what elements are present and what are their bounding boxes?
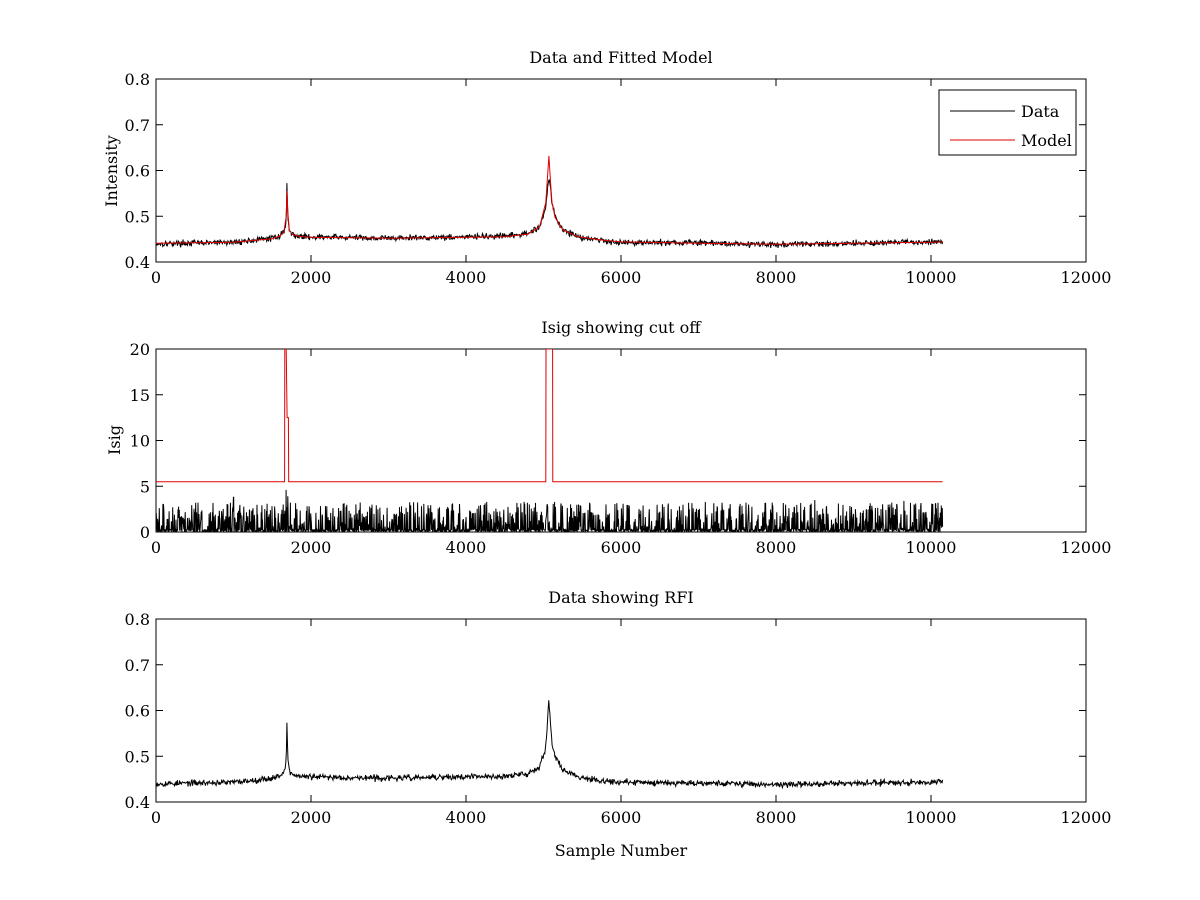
- y-tick-label: 0: [140, 523, 150, 542]
- y-tick-label: 0.8: [125, 610, 150, 629]
- series-line-cut-off: [156, 349, 943, 483]
- x-tick-label: 12000: [1061, 268, 1112, 287]
- panel-3: Data showing RFI Sample Number 0 2000 4000…: [125, 588, 1112, 860]
- panel-1-title: Data and Fitted Model: [529, 48, 712, 67]
- y-tick-label: 20: [130, 340, 150, 359]
- legend-box: [938, 89, 1077, 156]
- x-tick-label: 4000: [446, 808, 487, 827]
- panel-1-plot: [156, 155, 944, 248]
- y-tick-label: 0.6: [125, 162, 150, 181]
- panel-2-title: Isig showing cut off: [541, 318, 702, 337]
- y-tick-label: 0.7: [125, 116, 150, 135]
- x-tick-label: 0: [151, 808, 161, 827]
- panel-3-ticks: 0 2000 4000 6000 8000 10000 12000 0.4 0.5 0.6 0.7 0…: [125, 610, 1112, 827]
- x-tick-label: 0: [151, 538, 161, 557]
- x-tick-label: 6000: [601, 808, 642, 827]
- x-tick-label: 8000: [756, 268, 797, 287]
- panel-1-ylabel: Intensity: [102, 135, 121, 207]
- y-tick-label: 0.4: [125, 793, 150, 812]
- panel-1-legend: Data Model: [938, 89, 1077, 156]
- y-tick-label: 10: [130, 432, 150, 451]
- panel-3-title: Data showing RFI: [548, 588, 693, 607]
- y-tick-label: 0.4: [125, 253, 150, 272]
- x-tick-label: 0: [151, 268, 161, 287]
- panel-3-plot: [156, 700, 944, 790]
- series-line-model: [156, 155, 943, 245]
- y-tick-label: 0.5: [125, 747, 150, 766]
- x-tick-label: 12000: [1061, 538, 1112, 557]
- x-tick-label: 2000: [291, 268, 332, 287]
- panel-2-ticks: 0 2000 4000 6000 8000 10000 12000 0 5 10 15 20: [130, 340, 1112, 557]
- x-tick-label: 10000: [906, 538, 957, 557]
- x-tick-label: 12000: [1061, 808, 1112, 827]
- x-tick-label: 2000: [291, 808, 332, 827]
- panel-1-ticks: 0 2000 4000 6000 8000 10000 12000 0.4 0.5 0.6 0.7 0…: [125, 70, 1112, 287]
- y-tick-label: 0.5: [125, 207, 150, 226]
- series-line-data: [156, 700, 944, 790]
- x-tick-label: 8000: [756, 538, 797, 557]
- panel-2: Isig showing cut off Isig 0 2000 4000 6000 8…: [105, 318, 1111, 557]
- y-tick-label: 0.7: [125, 656, 150, 675]
- x-tick-label: 4000: [446, 538, 487, 557]
- x-tick-label: 4000: [446, 268, 487, 287]
- panel-2-plot: [156, 349, 944, 532]
- panel-1: Data and Fitted Model Intensity 0 2000 400…: [102, 48, 1111, 287]
- x-tick-label: 8000: [756, 808, 797, 827]
- y-tick-label: 15: [130, 386, 150, 405]
- panel-3-xlabel: Sample Number: [555, 841, 688, 860]
- legend-label-model: Model: [1021, 131, 1072, 150]
- x-tick-label: 6000: [601, 268, 642, 287]
- y-tick-label: 0.6: [125, 702, 150, 721]
- panel-2-ylabel: Isig: [105, 425, 124, 455]
- legend-label-data: Data: [1021, 102, 1060, 121]
- x-tick-label: 10000: [906, 808, 957, 827]
- x-tick-label: 2000: [291, 538, 332, 557]
- series-line-isig: [156, 489, 944, 532]
- x-tick-label: 10000: [906, 268, 957, 287]
- y-tick-label: 5: [140, 477, 150, 496]
- x-tick-label: 6000: [601, 538, 642, 557]
- y-tick-label: 0.8: [125, 70, 150, 89]
